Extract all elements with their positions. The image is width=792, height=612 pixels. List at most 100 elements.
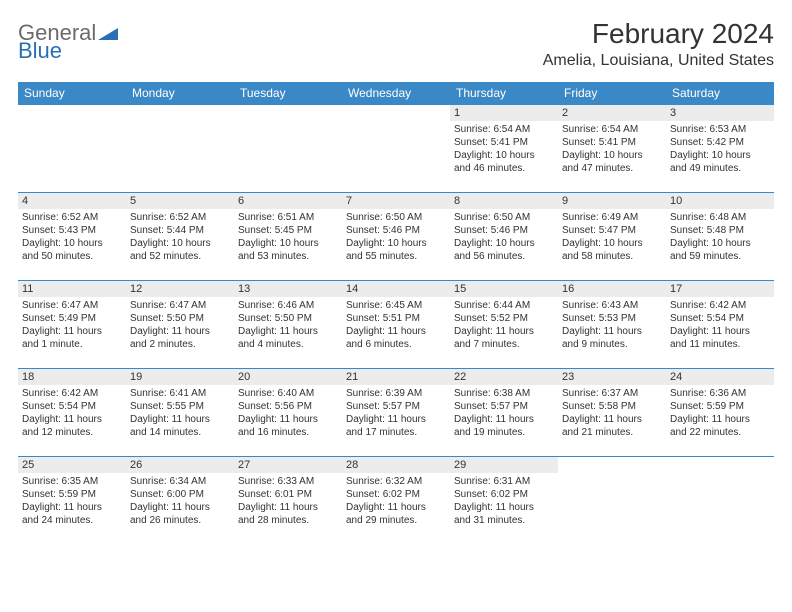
day-details: Sunrise: 6:42 AMSunset: 5:54 PMDaylight:…: [666, 297, 774, 353]
daylight-text-1: Daylight: 11 hours: [238, 501, 338, 514]
daylight-text-1: Daylight: 11 hours: [238, 325, 338, 338]
daylight-text-1: Daylight: 11 hours: [670, 413, 770, 426]
day-details: Sunrise: 6:33 AMSunset: 6:01 PMDaylight:…: [234, 473, 342, 529]
calendar-day-cell: 17Sunrise: 6:42 AMSunset: 5:54 PMDayligh…: [666, 281, 774, 369]
daylight-text-2: and 53 minutes.: [238, 250, 338, 263]
sunrise-text: Sunrise: 6:40 AM: [238, 387, 338, 400]
daylight-text-2: and 29 minutes.: [346, 514, 446, 527]
sunrise-text: Sunrise: 6:54 AM: [562, 123, 662, 136]
day-number: 10: [666, 193, 774, 209]
daylight-text-2: and 4 minutes.: [238, 338, 338, 351]
calendar-week-row: 25Sunrise: 6:35 AMSunset: 5:59 PMDayligh…: [18, 457, 774, 545]
daylight-text-2: and 14 minutes.: [130, 426, 230, 439]
day-details: Sunrise: 6:36 AMSunset: 5:59 PMDaylight:…: [666, 385, 774, 441]
day-details: Sunrise: 6:46 AMSunset: 5:50 PMDaylight:…: [234, 297, 342, 353]
day-number: 13: [234, 281, 342, 297]
day-number: [558, 457, 666, 473]
daylight-text-2: and 50 minutes.: [22, 250, 122, 263]
day-number: 12: [126, 281, 234, 297]
calendar-day-cell: 28Sunrise: 6:32 AMSunset: 6:02 PMDayligh…: [342, 457, 450, 545]
day-number: 6: [234, 193, 342, 209]
calendar-day-cell: [126, 105, 234, 193]
day-details: Sunrise: 6:32 AMSunset: 6:02 PMDaylight:…: [342, 473, 450, 529]
daylight-text-1: Daylight: 11 hours: [454, 325, 554, 338]
sunrise-text: Sunrise: 6:42 AM: [22, 387, 122, 400]
day-details: Sunrise: 6:52 AMSunset: 5:44 PMDaylight:…: [126, 209, 234, 265]
sunset-text: Sunset: 5:59 PM: [670, 400, 770, 413]
daylight-text-2: and 11 minutes.: [670, 338, 770, 351]
day-details: Sunrise: 6:44 AMSunset: 5:52 PMDaylight:…: [450, 297, 558, 353]
sunset-text: Sunset: 6:01 PM: [238, 488, 338, 501]
calendar-day-cell: 12Sunrise: 6:47 AMSunset: 5:50 PMDayligh…: [126, 281, 234, 369]
sunrise-text: Sunrise: 6:54 AM: [454, 123, 554, 136]
day-number: 17: [666, 281, 774, 297]
calendar-day-cell: [234, 105, 342, 193]
calendar-day-cell: 7Sunrise: 6:50 AMSunset: 5:46 PMDaylight…: [342, 193, 450, 281]
day-number: 8: [450, 193, 558, 209]
sunrise-text: Sunrise: 6:42 AM: [670, 299, 770, 312]
calendar-day-cell: 4Sunrise: 6:52 AMSunset: 5:43 PMDaylight…: [18, 193, 126, 281]
daylight-text-1: Daylight: 10 hours: [346, 237, 446, 250]
sunset-text: Sunset: 5:52 PM: [454, 312, 554, 325]
sunset-text: Sunset: 5:44 PM: [130, 224, 230, 237]
sunset-text: Sunset: 5:55 PM: [130, 400, 230, 413]
daylight-text-1: Daylight: 11 hours: [22, 501, 122, 514]
sunrise-text: Sunrise: 6:48 AM: [670, 211, 770, 224]
sunrise-text: Sunrise: 6:39 AM: [346, 387, 446, 400]
daylight-text-1: Daylight: 10 hours: [670, 237, 770, 250]
calendar-day-cell: 13Sunrise: 6:46 AMSunset: 5:50 PMDayligh…: [234, 281, 342, 369]
daylight-text-1: Daylight: 11 hours: [562, 413, 662, 426]
day-details: Sunrise: 6:48 AMSunset: 5:48 PMDaylight:…: [666, 209, 774, 265]
daylight-text-2: and 46 minutes.: [454, 162, 554, 175]
daylight-text-1: Daylight: 10 hours: [454, 149, 554, 162]
day-number: 9: [558, 193, 666, 209]
title-block: February 2024 Amelia, Louisiana, United …: [543, 18, 774, 70]
day-number: 4: [18, 193, 126, 209]
day-number: 24: [666, 369, 774, 385]
day-number: 20: [234, 369, 342, 385]
daylight-text-2: and 21 minutes.: [562, 426, 662, 439]
daylight-text-2: and 7 minutes.: [454, 338, 554, 351]
daylight-text-1: Daylight: 10 hours: [130, 237, 230, 250]
sunrise-text: Sunrise: 6:51 AM: [238, 211, 338, 224]
calendar-table: SundayMondayTuesdayWednesdayThursdayFrid…: [18, 82, 774, 545]
sunset-text: Sunset: 5:43 PM: [22, 224, 122, 237]
daylight-text-1: Daylight: 10 hours: [670, 149, 770, 162]
calendar-day-cell: 15Sunrise: 6:44 AMSunset: 5:52 PMDayligh…: [450, 281, 558, 369]
day-number: 25: [18, 457, 126, 473]
calendar-day-cell: 22Sunrise: 6:38 AMSunset: 5:57 PMDayligh…: [450, 369, 558, 457]
calendar-day-cell: 20Sunrise: 6:40 AMSunset: 5:56 PMDayligh…: [234, 369, 342, 457]
daylight-text-1: Daylight: 10 hours: [454, 237, 554, 250]
day-number: 3: [666, 105, 774, 121]
day-details: Sunrise: 6:54 AMSunset: 5:41 PMDaylight:…: [558, 121, 666, 177]
day-number: 11: [18, 281, 126, 297]
daylight-text-2: and 58 minutes.: [562, 250, 662, 263]
sunset-text: Sunset: 5:46 PM: [454, 224, 554, 237]
daylight-text-1: Daylight: 10 hours: [22, 237, 122, 250]
sunrise-text: Sunrise: 6:36 AM: [670, 387, 770, 400]
calendar-day-cell: [342, 105, 450, 193]
day-details: Sunrise: 6:47 AMSunset: 5:50 PMDaylight:…: [126, 297, 234, 353]
day-details: Sunrise: 6:42 AMSunset: 5:54 PMDaylight:…: [18, 385, 126, 441]
day-number: 23: [558, 369, 666, 385]
calendar-week-row: 1Sunrise: 6:54 AMSunset: 5:41 PMDaylight…: [18, 105, 774, 193]
weekday-header: Monday: [126, 82, 234, 105]
weekday-header: Thursday: [450, 82, 558, 105]
sunset-text: Sunset: 5:54 PM: [670, 312, 770, 325]
day-details: Sunrise: 6:50 AMSunset: 5:46 PMDaylight:…: [342, 209, 450, 265]
day-number: 22: [450, 369, 558, 385]
day-number: 18: [18, 369, 126, 385]
daylight-text-2: and 2 minutes.: [130, 338, 230, 351]
day-number: 16: [558, 281, 666, 297]
calendar-day-cell: 6Sunrise: 6:51 AMSunset: 5:45 PMDaylight…: [234, 193, 342, 281]
sunrise-text: Sunrise: 6:37 AM: [562, 387, 662, 400]
sunset-text: Sunset: 5:57 PM: [346, 400, 446, 413]
sunrise-text: Sunrise: 6:43 AM: [562, 299, 662, 312]
day-number: 29: [450, 457, 558, 473]
daylight-text-2: and 16 minutes.: [238, 426, 338, 439]
daylight-text-1: Daylight: 11 hours: [22, 325, 122, 338]
daylight-text-1: Daylight: 10 hours: [562, 237, 662, 250]
day-number: [126, 105, 234, 121]
day-details: Sunrise: 6:51 AMSunset: 5:45 PMDaylight:…: [234, 209, 342, 265]
sunrise-text: Sunrise: 6:49 AM: [562, 211, 662, 224]
